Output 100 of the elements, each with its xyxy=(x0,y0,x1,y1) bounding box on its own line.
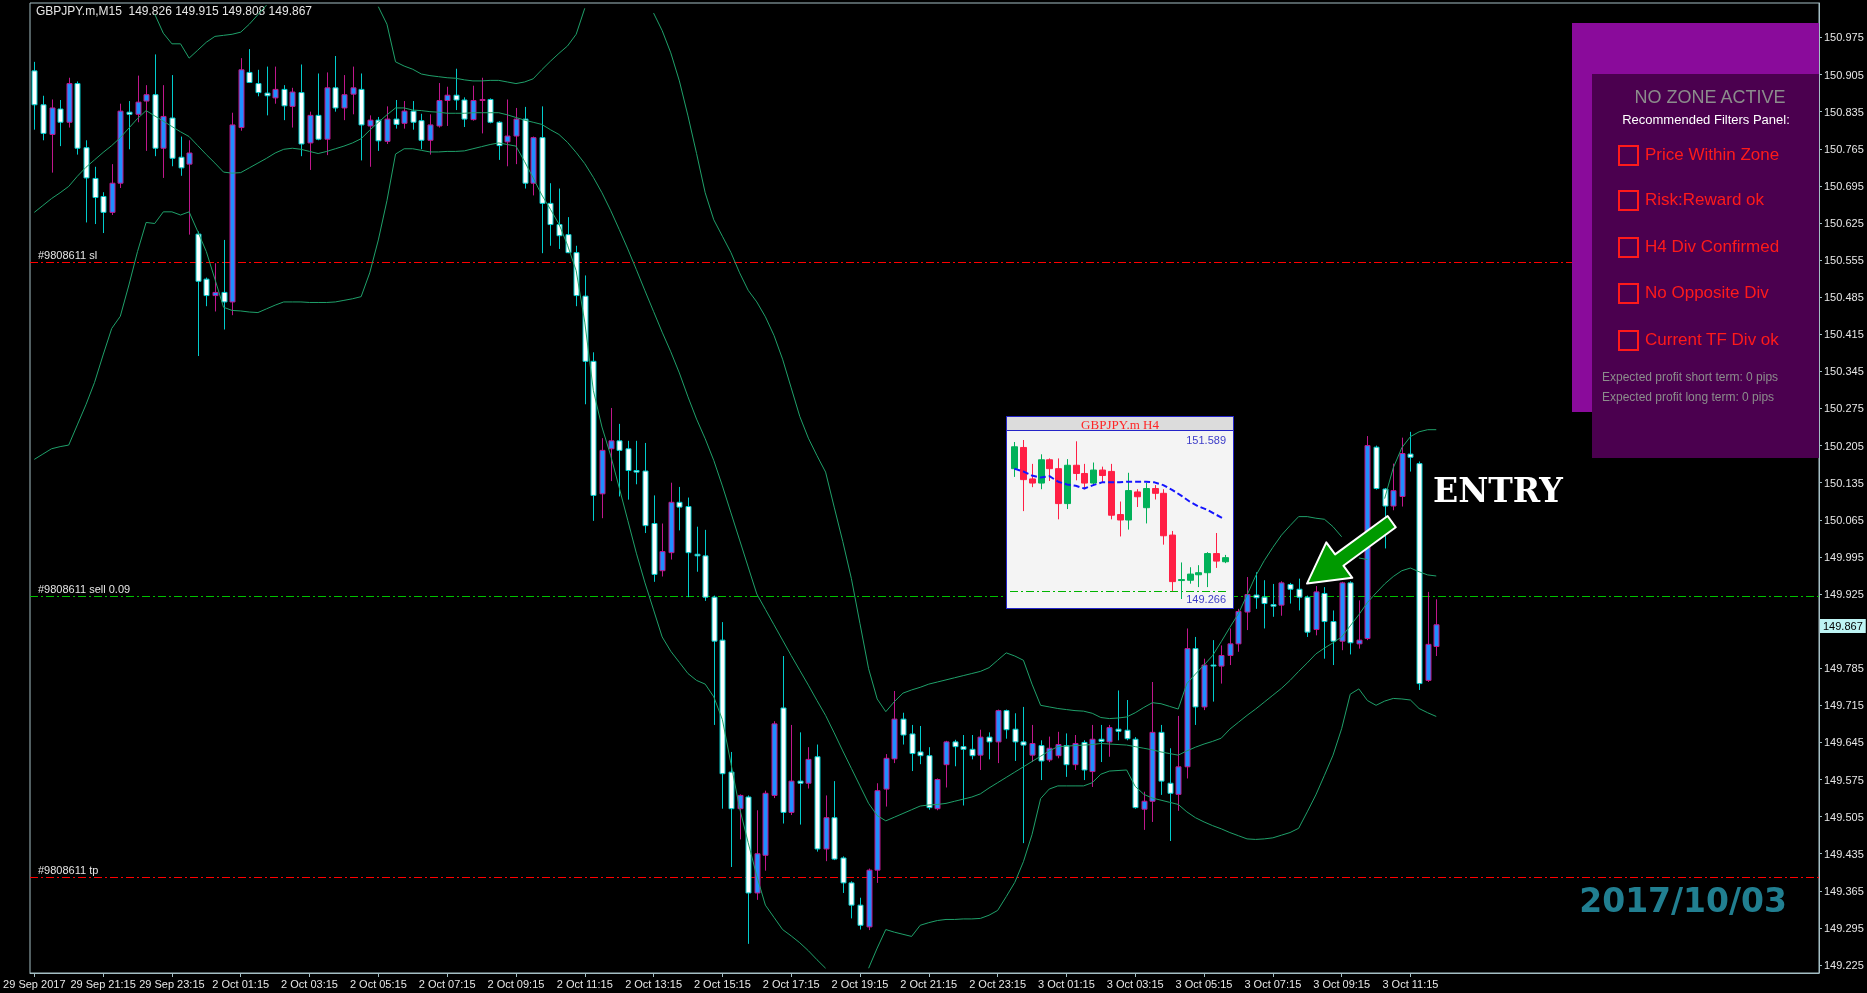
candlestick xyxy=(221,239,228,331)
candlestick xyxy=(1115,689,1122,741)
candlestick xyxy=(797,731,804,826)
candlestick xyxy=(367,114,374,168)
candlestick xyxy=(547,182,554,247)
candlestick xyxy=(264,66,271,116)
x-tick-label: 29 Sep 23:15 xyxy=(139,977,205,990)
x-tick-label: 2 Oct 03:15 xyxy=(281,977,338,990)
y-tick-label: 151.589 xyxy=(1186,434,1226,446)
annotation: No Opposite Div xyxy=(1645,283,1769,303)
candlestick xyxy=(1055,731,1062,759)
candlestick xyxy=(1029,724,1036,763)
candlestick xyxy=(1038,453,1045,490)
y-tick-label: 150.835 xyxy=(1824,105,1864,118)
candlestick xyxy=(1117,501,1124,537)
annotation: Risk:Reward ok xyxy=(1645,190,1765,210)
y-tick-label: 149.365 xyxy=(1824,884,1864,897)
x-tick-label: 2 Oct 07:15 xyxy=(418,977,476,990)
candlestick xyxy=(1407,431,1414,473)
annotation: ENTRY xyxy=(1433,471,1564,510)
x-tick-label: 2 Oct 13:15 xyxy=(625,977,683,990)
candlestick xyxy=(289,87,296,129)
x-tick-label: 2 Oct 05:15 xyxy=(349,977,407,990)
annotation: H4 Div Confirmed xyxy=(1645,237,1780,257)
candlestick xyxy=(1072,734,1079,771)
y-tick-label: 150.485 xyxy=(1824,291,1864,304)
ref-line-label: #9808611 sl xyxy=(38,249,98,262)
y-tick-label: 150.345 xyxy=(1824,365,1864,378)
candlestick xyxy=(1167,747,1174,842)
chart-title: GBPJPY.m H4 xyxy=(1081,416,1159,431)
candlestick xyxy=(1210,639,1217,703)
candlestick xyxy=(1356,599,1363,650)
y-tick-label: 149.266 xyxy=(1186,593,1226,605)
candlestick xyxy=(470,85,477,122)
y-tick-label: 149.645 xyxy=(1824,736,1864,749)
x-tick-label: 29 Sep 2017 xyxy=(3,977,66,990)
candlestick xyxy=(178,136,185,177)
candlestick xyxy=(1029,463,1036,488)
candlestick xyxy=(1204,551,1211,588)
y-tick-label: 150.765 xyxy=(1824,142,1864,155)
x-tick-label: 2 Oct 11:15 xyxy=(556,977,613,990)
y-tick-label: 150.695 xyxy=(1824,179,1864,192)
candlestick xyxy=(1106,724,1113,758)
y-tick-label: 149.575 xyxy=(1824,773,1864,786)
candlestick xyxy=(332,55,339,113)
x-tick-label: 3 Oct 01:15 xyxy=(1037,977,1095,990)
annotation: Price Within Zone xyxy=(1645,145,1780,165)
chart-title: GBPJPY.m,M15 149.826 149.915 149.808 149.867 xyxy=(36,4,313,18)
candlestick xyxy=(1003,709,1010,740)
annotation: 2017/10/03 xyxy=(1579,880,1787,920)
candlestick xyxy=(246,48,253,84)
candlestick xyxy=(900,712,907,746)
x-tick-label: 3 Oct 07:15 xyxy=(1244,977,1302,990)
candlestick xyxy=(1178,561,1185,599)
ref-line-label: #9808611 sell 0.09 xyxy=(38,583,131,596)
x-tick-label: 29 Sep 21:15 xyxy=(70,977,136,990)
candlestick xyxy=(1046,736,1053,763)
candlestick xyxy=(513,107,520,165)
candlestick xyxy=(281,84,288,121)
candlestick xyxy=(393,99,400,130)
candlestick xyxy=(676,486,683,531)
x-tick-label: 3 Oct 05:15 xyxy=(1175,977,1233,990)
candlestick xyxy=(805,746,812,790)
candlestick xyxy=(427,113,434,156)
candlestick xyxy=(1244,576,1251,631)
y-tick-label: 149.435 xyxy=(1824,847,1864,860)
candlestick xyxy=(969,734,976,760)
y-tick-label: 150.275 xyxy=(1824,402,1864,415)
candlestick xyxy=(616,423,623,497)
candlestick xyxy=(608,407,615,482)
annotation: Expected profit short term: 0 pips xyxy=(1602,370,1779,385)
x-tick-label: 3 Oct 11:15 xyxy=(1382,977,1439,990)
candlestick xyxy=(504,98,511,167)
candlestick xyxy=(350,66,357,115)
annotation: Expected profit long term: 0 pips xyxy=(1602,390,1775,405)
candlestick xyxy=(857,897,864,931)
candlestick xyxy=(1390,463,1397,511)
candlestick xyxy=(659,523,666,578)
y-tick-label: 149.505 xyxy=(1824,810,1864,823)
candlestick xyxy=(1098,724,1105,763)
candlestick xyxy=(1046,457,1053,482)
x-tick-label: 2 Oct 01:15 xyxy=(212,977,270,990)
candlestick xyxy=(1038,739,1045,781)
text: 149.867 xyxy=(1823,620,1863,632)
x-tick-label: 3 Oct 03:15 xyxy=(1106,977,1164,990)
candlestick xyxy=(556,188,563,250)
x-tick-label: 3 Oct 09:15 xyxy=(1313,977,1371,990)
y-tick-label: 149.925 xyxy=(1824,588,1864,601)
candlestick xyxy=(1143,482,1150,524)
candlestick xyxy=(315,73,322,141)
candlestick xyxy=(375,116,382,152)
candlestick xyxy=(126,100,133,150)
candlestick xyxy=(986,731,993,760)
candlestick xyxy=(943,740,950,788)
candlestick xyxy=(1124,699,1131,741)
candlestick xyxy=(496,120,503,161)
y-tick-label: 149.225 xyxy=(1824,959,1864,972)
y-tick-label: 149.995 xyxy=(1824,550,1864,563)
x-tick-label: 2 Oct 17:15 xyxy=(762,977,820,990)
candlestick xyxy=(384,105,391,145)
